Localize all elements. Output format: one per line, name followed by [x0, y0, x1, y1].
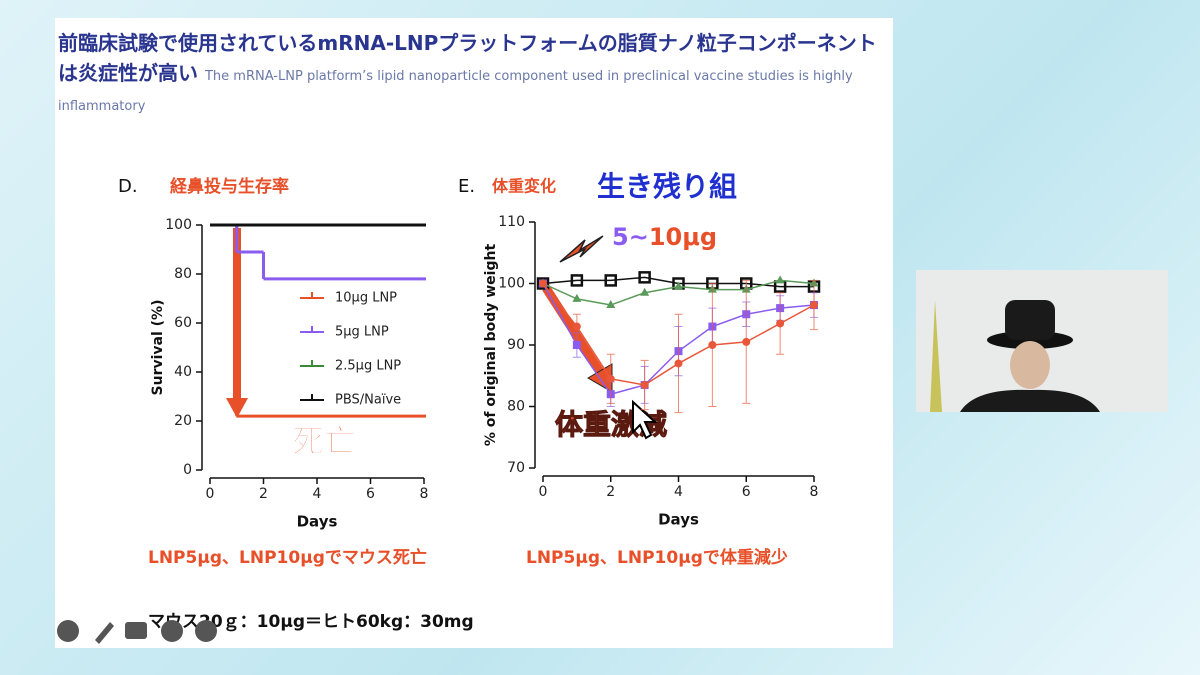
arrow-shaft — [542, 285, 604, 375]
y-tick-label: 20 — [174, 413, 192, 429]
lightning-icon — [559, 235, 604, 263]
toolbar — [57, 620, 217, 644]
panel-label: D. — [118, 176, 138, 197]
y-axis-label: % of original body weight — [483, 244, 499, 447]
y-tick-label: 60 — [174, 315, 192, 331]
title-en: The mRNA-LNP platform’s lipid nanopartic… — [58, 69, 853, 114]
x-tick-label: 2 — [259, 486, 268, 502]
marker — [606, 300, 616, 309]
x-tick-label: 4 — [313, 486, 322, 502]
legend-label: 10μg LNP — [335, 291, 397, 306]
marker — [742, 337, 751, 346]
x-tick-label: 6 — [366, 486, 375, 502]
hat — [1005, 300, 1055, 340]
panel-subtitle: 生き残り組 — [597, 170, 737, 203]
forward-button[interactable] — [195, 620, 217, 642]
marker — [570, 274, 584, 287]
pen-button[interactable] — [95, 622, 114, 644]
slide-title: 前臨床試験で使用されているmRNA-LNPプラットフォームの脂質ナノ粒子コンポー… — [58, 28, 893, 118]
dose-part: ~ — [629, 223, 649, 251]
marker — [775, 275, 785, 284]
marker — [638, 271, 651, 284]
y-tick-label: 70 — [507, 460, 525, 476]
x-tick-label: 0 — [206, 486, 215, 502]
annotation: 死亡 — [292, 422, 356, 460]
y-tick-label: 100 — [498, 276, 525, 292]
marker — [708, 341, 717, 349]
marker — [539, 279, 547, 288]
cursor — [632, 399, 658, 440]
y-tick-label: 100 — [165, 217, 192, 233]
x-tick-label: 4 — [674, 484, 683, 500]
body — [960, 389, 1100, 412]
panel-title: 経鼻投与生存率 — [170, 176, 289, 197]
x-tick-label: 8 — [420, 486, 429, 502]
dose-part: 5 — [612, 223, 629, 251]
marker — [640, 380, 649, 389]
y-axis-label: Survival (%) — [150, 300, 166, 396]
marker — [810, 301, 818, 310]
y-tick-label: 0 — [183, 462, 192, 478]
caption: LNP5μg、LNP10μgでマウス死亡 — [148, 547, 427, 568]
caption: LNP5μg、LNP10μgで体重減少 — [526, 547, 788, 568]
slide-background — [55, 18, 893, 648]
y-tick-label: 80 — [174, 266, 192, 282]
x-tick-label: 8 — [810, 484, 819, 500]
y-tick-label: 40 — [174, 364, 192, 380]
y-tick-label: 90 — [507, 337, 525, 353]
marker — [572, 293, 582, 302]
x-tick-label: 0 — [539, 484, 548, 500]
title-ja: 前臨床試験で使用されているmRNA-LNPプラットフォームの脂質ナノ粒子コンポー… — [58, 31, 877, 85]
dose-part: 10μg — [649, 223, 717, 251]
captions-button[interactable] — [125, 622, 147, 639]
marker — [776, 319, 785, 328]
footnote: マウス20ｇ：10μg＝ヒト60kg：30mg — [148, 612, 474, 632]
marker — [674, 359, 683, 368]
webcam — [916, 270, 1168, 412]
y-tick-label: 80 — [507, 399, 525, 415]
x-axis-label: Days — [297, 513, 338, 531]
more-button[interactable] — [161, 620, 183, 642]
face — [1010, 341, 1050, 389]
marker — [604, 274, 617, 287]
panel-title: 体重変化 — [492, 177, 556, 196]
marker — [572, 341, 581, 349]
legend-label: PBS/Naïve — [335, 393, 401, 408]
marker — [640, 287, 650, 296]
x-tick-label: 2 — [606, 484, 615, 500]
legend-label: 2.5μg LNP — [335, 359, 401, 374]
legend-label: 5μg LNP — [335, 325, 389, 340]
marker — [572, 322, 581, 331]
panel-label: E. — [458, 176, 475, 197]
plant — [930, 300, 942, 412]
back-button[interactable] — [57, 620, 79, 642]
y-tick-label: 110 — [498, 214, 525, 230]
dose-annotation: 5~10μg — [612, 223, 717, 251]
x-axis-label: Days — [658, 511, 699, 529]
x-tick-label: 6 — [742, 484, 751, 500]
marker — [606, 374, 615, 383]
marker — [674, 281, 683, 290]
